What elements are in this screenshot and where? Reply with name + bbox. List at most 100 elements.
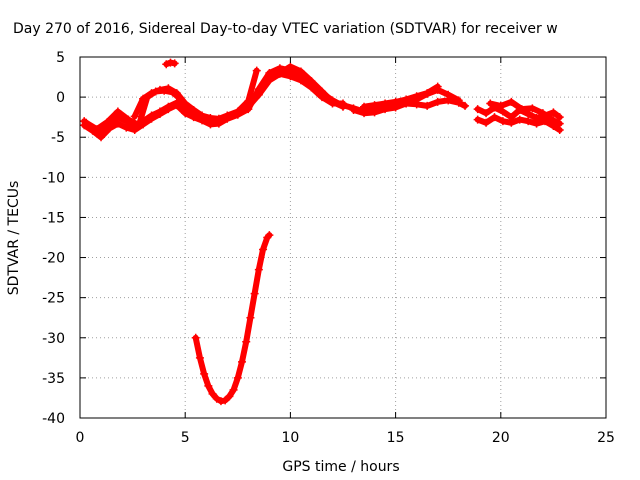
data-point (82, 118, 91, 127)
data-point (130, 126, 139, 135)
data-point (549, 108, 558, 117)
data-point (113, 119, 122, 128)
data-point (349, 105, 358, 114)
data-point (259, 245, 268, 254)
data-point (216, 397, 225, 406)
data-point (97, 133, 106, 142)
data-marks (80, 58, 564, 406)
data-point (517, 105, 526, 114)
data-point (540, 117, 549, 126)
data-point (134, 121, 143, 130)
data-point (328, 97, 337, 106)
data-point (339, 101, 347, 110)
x-tick-label: 0 (76, 430, 85, 446)
data-point (444, 90, 453, 99)
data-point (198, 111, 207, 120)
data-point (246, 313, 255, 322)
data-point (238, 357, 247, 366)
data-point (229, 385, 238, 394)
data-point (496, 101, 505, 110)
data-point (370, 101, 379, 110)
data-point (164, 84, 173, 93)
series-isolated (162, 58, 179, 69)
data-point (498, 117, 507, 126)
data-point (244, 97, 253, 106)
data-point (265, 231, 274, 240)
data-point (164, 105, 173, 114)
y-tick-label: 5 (56, 50, 65, 66)
data-point (507, 118, 516, 127)
data-point (250, 289, 259, 298)
data-point (212, 394, 221, 403)
data-point (242, 337, 251, 346)
data-point (482, 109, 491, 118)
data-point (225, 392, 234, 401)
data-point (130, 112, 139, 121)
data-point (490, 113, 499, 122)
y-tick-label: -5 (51, 130, 65, 146)
data-point (113, 107, 122, 116)
data-point (381, 99, 390, 108)
data-point (360, 102, 369, 111)
data-point (286, 62, 295, 71)
data-point (555, 119, 564, 128)
data-point (391, 97, 400, 106)
x-tick-label: 10 (281, 430, 299, 446)
chart-title: Day 270 of 2016, Sidereal Day-to-day VTE… (13, 21, 558, 37)
x-tick-label: 25 (597, 430, 615, 446)
y-tick-label: -30 (42, 331, 65, 347)
series-track-9 (473, 113, 564, 135)
data-point (528, 104, 537, 113)
data-point (92, 125, 101, 134)
data-point (122, 123, 131, 132)
data-point (254, 265, 263, 274)
y-tick-label: -25 (42, 291, 65, 307)
data-point (147, 89, 156, 98)
data-point (515, 115, 524, 124)
data-point (412, 92, 421, 101)
data-point (172, 89, 181, 98)
x-axis-label: GPS time / hours (282, 459, 399, 475)
y-axis-label: SDTVAR / TECUs (6, 181, 22, 296)
data-point (172, 101, 181, 110)
data-point (191, 333, 200, 342)
data-point (498, 107, 507, 116)
y-tick-label: -35 (42, 371, 65, 387)
series-dip (191, 231, 274, 406)
data-point (189, 105, 198, 114)
data-point (252, 66, 261, 75)
y-tick-label: -20 (42, 251, 65, 267)
data-point (147, 114, 156, 123)
data-point (103, 117, 112, 126)
data-point (214, 114, 223, 123)
data-point (155, 109, 164, 118)
data-point (195, 353, 204, 362)
data-point (433, 82, 442, 91)
data-point (317, 87, 326, 96)
series-track-7 (360, 82, 442, 111)
data-point (402, 95, 411, 104)
axis-ticks: 0 5 10 15 20 25 5 0 -5 -10 -15 -20 -25 -30 -35 -40 (42, 50, 615, 446)
data-point (473, 115, 482, 124)
data-point (454, 96, 463, 105)
y-tick-label: 0 (56, 90, 65, 106)
data-point (433, 97, 442, 106)
y-tick-label: -15 (42, 210, 65, 226)
data-point (486, 99, 495, 108)
data-point (524, 117, 533, 126)
data-point (105, 124, 114, 133)
data-point (139, 94, 148, 103)
y-tick-label: -40 (42, 411, 65, 427)
data-point (307, 77, 316, 86)
x-tick-label: 5 (181, 430, 190, 446)
data-point (296, 67, 305, 76)
series-track-10 (486, 97, 564, 128)
data-point (254, 89, 263, 98)
data-point (181, 109, 190, 118)
series-band (192, 232, 273, 405)
data-point (170, 59, 179, 68)
data-point (507, 97, 516, 106)
data-point (265, 73, 274, 82)
data-point (423, 89, 432, 98)
x-tick-label: 15 (387, 430, 405, 446)
